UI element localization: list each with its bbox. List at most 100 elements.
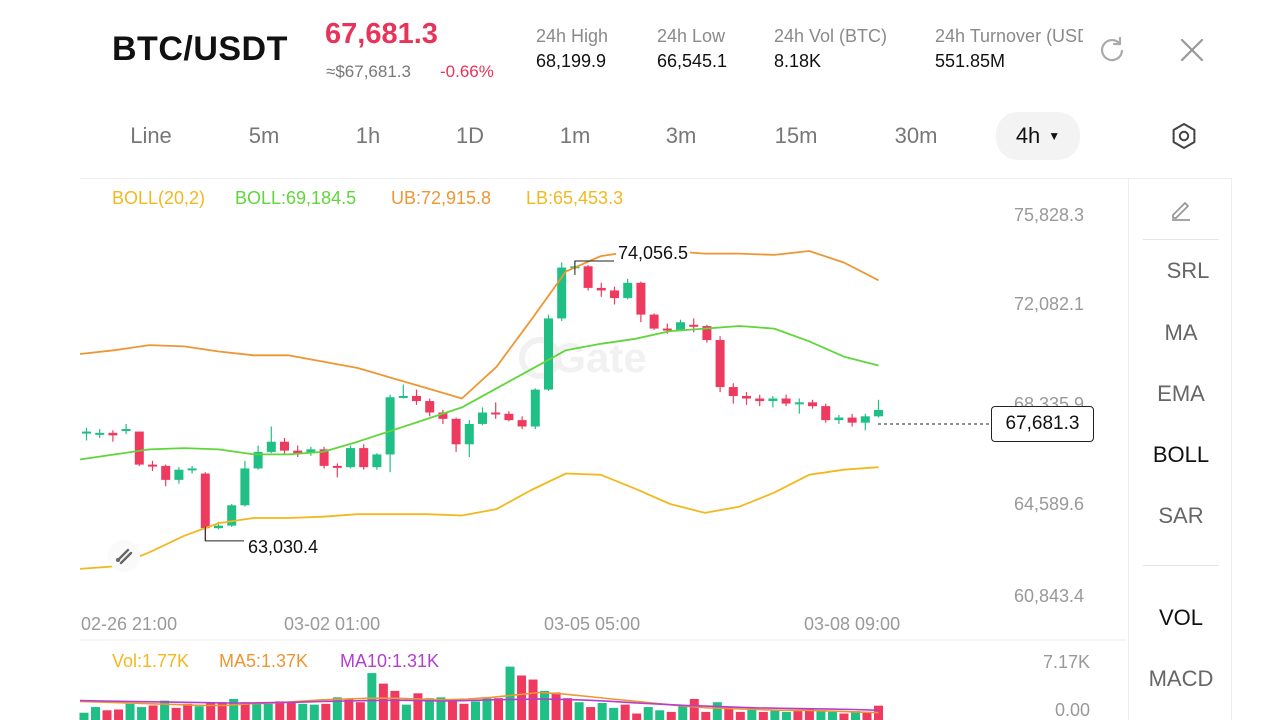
volume-bar (620, 704, 630, 720)
chart-tool-icon[interactable] (108, 540, 140, 572)
tab-1m[interactable]: 1m (559, 123, 591, 148)
tab-1d[interactable]: 1D (455, 123, 485, 148)
candle-body (346, 448, 355, 468)
boll-params: BOLL(20,2) (112, 188, 206, 208)
volume-bar (655, 710, 665, 720)
volume-bar (160, 700, 170, 720)
volume-bar (586, 707, 596, 720)
volume-bar (217, 702, 227, 720)
volume-bar (874, 705, 883, 720)
candle-body (847, 417, 857, 423)
candle-body (623, 282, 633, 299)
volume-bar (183, 703, 193, 720)
volume-bar (632, 713, 642, 720)
indicator-boll[interactable]: BOLL (1152, 442, 1210, 467)
volume-bar (401, 704, 411, 720)
volume-bar (482, 698, 492, 720)
volume-bar (701, 711, 711, 720)
candle-body (544, 318, 553, 390)
indicator-sar[interactable]: SAR (1158, 503, 1204, 528)
x-tick-label: 02-26 21:00 (81, 614, 178, 634)
current-price-tag[interactable]: 67,681.3 (991, 406, 1094, 442)
high-marker-line (574, 260, 614, 276)
candle-body (187, 468, 197, 471)
volume-bar (344, 698, 354, 720)
vol-ma5-value: MA5:1.37K (219, 651, 309, 671)
volume-bar (171, 707, 181, 720)
gate-watermark-logo (519, 337, 561, 379)
panel-divider (1143, 239, 1219, 240)
refresh-icon[interactable] (1094, 32, 1130, 68)
indicator-vol[interactable]: VOL (1158, 605, 1204, 630)
volume-bar (689, 698, 699, 720)
candle-body (425, 401, 435, 413)
low-marker-line (204, 526, 244, 542)
tab-3m[interactable]: 3m (665, 123, 697, 148)
indicator-panel: SRL MA EMA BOLL SAR VOL MACD (1128, 178, 1232, 720)
candle-body (240, 468, 250, 506)
volume-bar (781, 711, 791, 720)
volume-bar (332, 697, 342, 720)
volume-bar (229, 698, 239, 720)
candle-body (689, 324, 699, 327)
tab-4h[interactable]: 4h ▼ (996, 112, 1080, 160)
candle-body (530, 389, 540, 427)
tab-1h[interactable]: 1h (355, 123, 381, 148)
indicator-ema[interactable]: EMA (1157, 381, 1205, 406)
indicator-srl[interactable]: SRL (1166, 258, 1210, 283)
tab-line[interactable]: Line (130, 123, 172, 148)
candle-body (372, 454, 382, 468)
candle-body (781, 398, 791, 404)
boll-mid-value: BOLL:69,184.5 (235, 188, 357, 208)
indicator-macd[interactable]: MACD (1148, 666, 1214, 691)
volume-bar (390, 690, 400, 720)
close-icon[interactable] (1174, 32, 1210, 68)
stat-label: 24h Turnover (USDT) (935, 26, 1083, 46)
candle-body (412, 395, 421, 402)
stat-24h-volume: 24h Vol (BTC) 8.18K (774, 26, 887, 72)
stat-value: 551.85M (935, 51, 1006, 71)
candle-body (121, 429, 131, 432)
volume-bar (447, 700, 457, 720)
settings-icon[interactable] (1166, 118, 1202, 154)
pair-title[interactable]: BTC/USDT (112, 30, 288, 68)
y-tick-label: 64,589.6 (1014, 494, 1085, 514)
vol-axis-max: 7.17K (1043, 652, 1091, 672)
candle-body (134, 431, 144, 465)
boll-upper-value: UB:72,915.8 (391, 188, 492, 208)
candle-body (227, 505, 237, 526)
draw-pencil-icon[interactable] (1129, 196, 1233, 228)
candle-body (834, 417, 844, 421)
indicator-ma[interactable]: MA (1164, 320, 1198, 345)
candle-body (583, 266, 593, 288)
stat-label: 24h Low (657, 26, 726, 46)
volume-bar (551, 692, 561, 720)
volume-bar (505, 666, 515, 720)
volume-bar (91, 707, 101, 720)
panel-divider (1143, 565, 1219, 566)
x-tick-label: 03-02 01:00 (284, 614, 381, 634)
volume-bar (735, 711, 745, 720)
candle-body (306, 449, 316, 454)
tab-5m[interactable]: 5m (248, 123, 280, 148)
volume-bar (206, 703, 216, 720)
volume-bar (148, 705, 158, 720)
tab-30m[interactable]: 30m (894, 123, 938, 148)
candle-body (794, 402, 804, 405)
boll-mid-line (79, 325, 879, 461)
vol-ma5-line (79, 691, 879, 714)
candle-body (491, 412, 501, 415)
volume-bar (816, 710, 826, 720)
stat-label: 24h Vol (BTC) (774, 26, 888, 46)
candle-body (148, 464, 157, 467)
gate-watermark: Gate (553, 334, 646, 381)
volume-bar (597, 703, 607, 720)
vol-ma10-line (79, 698, 879, 712)
tab-15m[interactable]: 15m (774, 123, 818, 148)
vol-value: Vol:1.77K (112, 651, 190, 671)
volume-bar (862, 712, 872, 720)
volume-bar (298, 703, 308, 720)
volume-bar (252, 703, 262, 720)
stat-24h-low: 24h Low 66,545.1 (657, 26, 727, 72)
